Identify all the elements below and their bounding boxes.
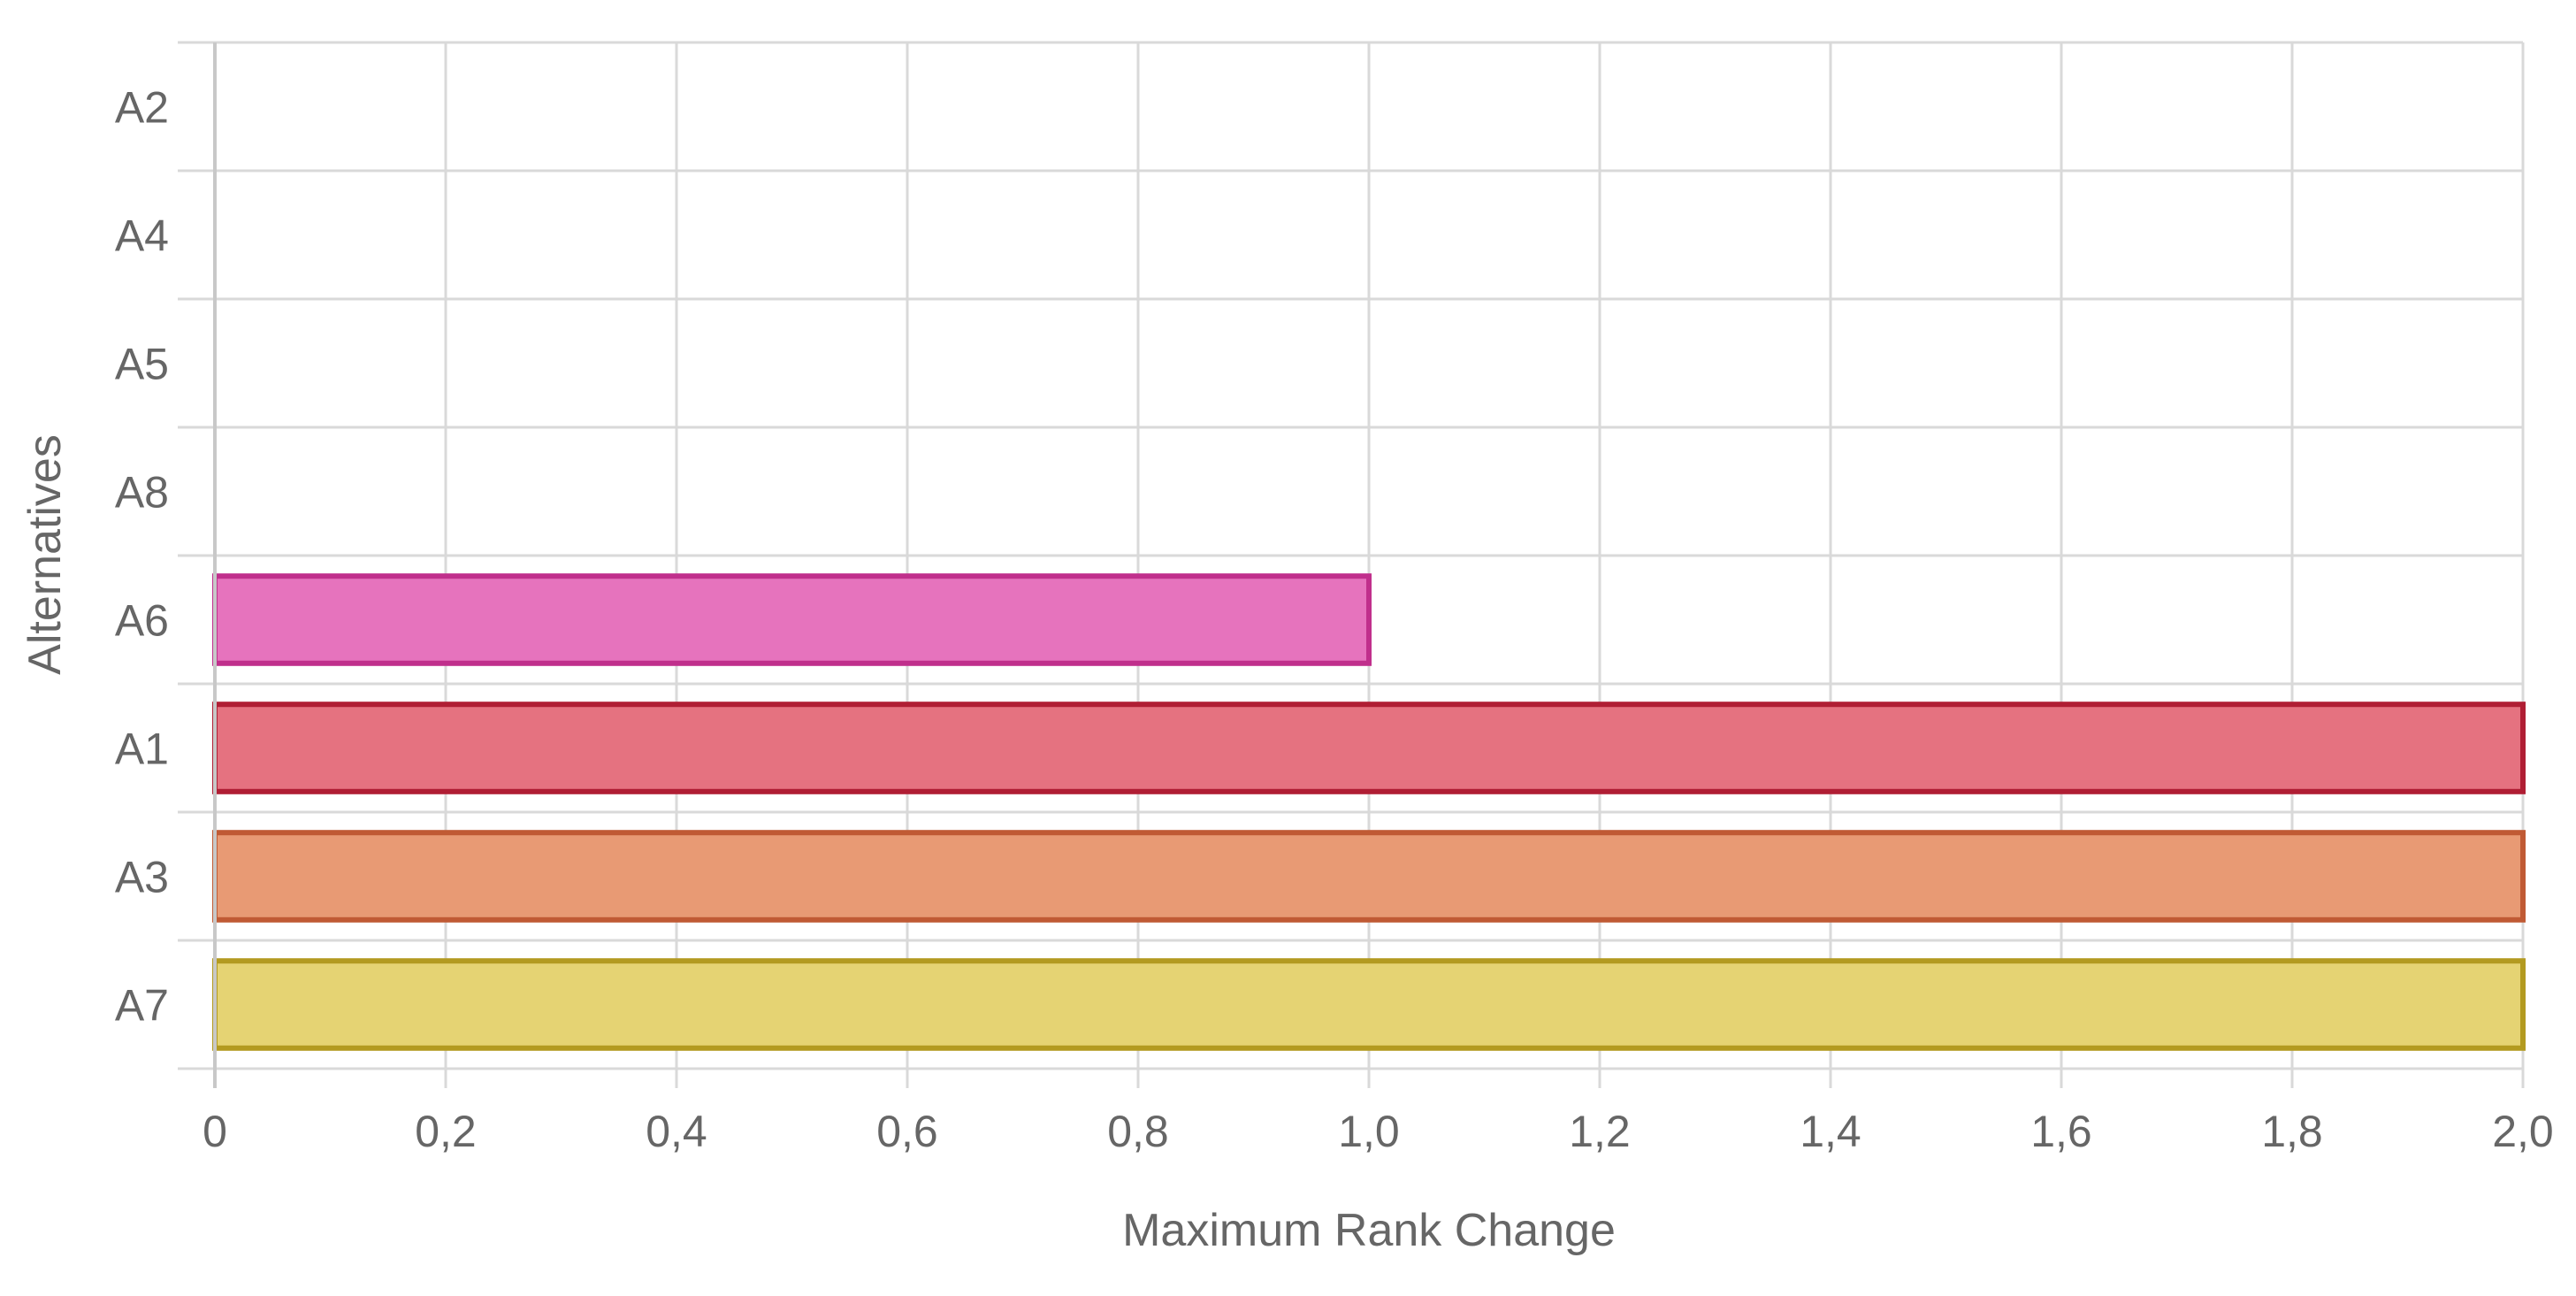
x-tick-label: 1,6 xyxy=(2030,1107,2092,1156)
x-tick-label: 0 xyxy=(203,1107,227,1156)
bar-a1 xyxy=(212,702,2526,794)
x-tick-label: 1,8 xyxy=(2261,1107,2323,1156)
bar-a6 xyxy=(212,573,1372,666)
y-category-label: A7 xyxy=(115,981,169,1031)
x-tick-label: 1,4 xyxy=(1800,1107,1861,1156)
x-tick-label: 0,6 xyxy=(876,1107,938,1156)
y-axis-title: Alternatives xyxy=(19,434,71,675)
y-category-label: A2 xyxy=(115,83,169,133)
x-tick-label: 0,8 xyxy=(1107,1107,1169,1156)
y-category-label: A4 xyxy=(115,211,169,261)
y-category-label: A5 xyxy=(115,340,169,389)
bar-a3 xyxy=(212,830,2526,923)
bars xyxy=(212,573,2526,1051)
x-tick-label: 0,4 xyxy=(646,1107,707,1156)
labels: 0 0,2 0,4 0,6 0,8 1,0 1,2 1,4 1,6 1,8 2,0 A2 A4 A5 A8 A… xyxy=(115,83,2554,1157)
x-tick-label: 1,0 xyxy=(1338,1107,1400,1156)
x-tick-label: 0,2 xyxy=(415,1107,477,1156)
x-tick-label: 1,2 xyxy=(1569,1107,1631,1156)
y-category-label: A3 xyxy=(115,853,169,902)
x-axis-title: Maximum Rank Change xyxy=(1122,1205,1616,1256)
grid xyxy=(178,41,2525,1088)
y-category-label: A8 xyxy=(115,468,169,518)
x-tick-label: 2,0 xyxy=(2492,1107,2554,1156)
bar-a7 xyxy=(212,958,2526,1051)
y-category-label: A1 xyxy=(115,725,169,774)
y-category-label: A6 xyxy=(115,596,169,646)
